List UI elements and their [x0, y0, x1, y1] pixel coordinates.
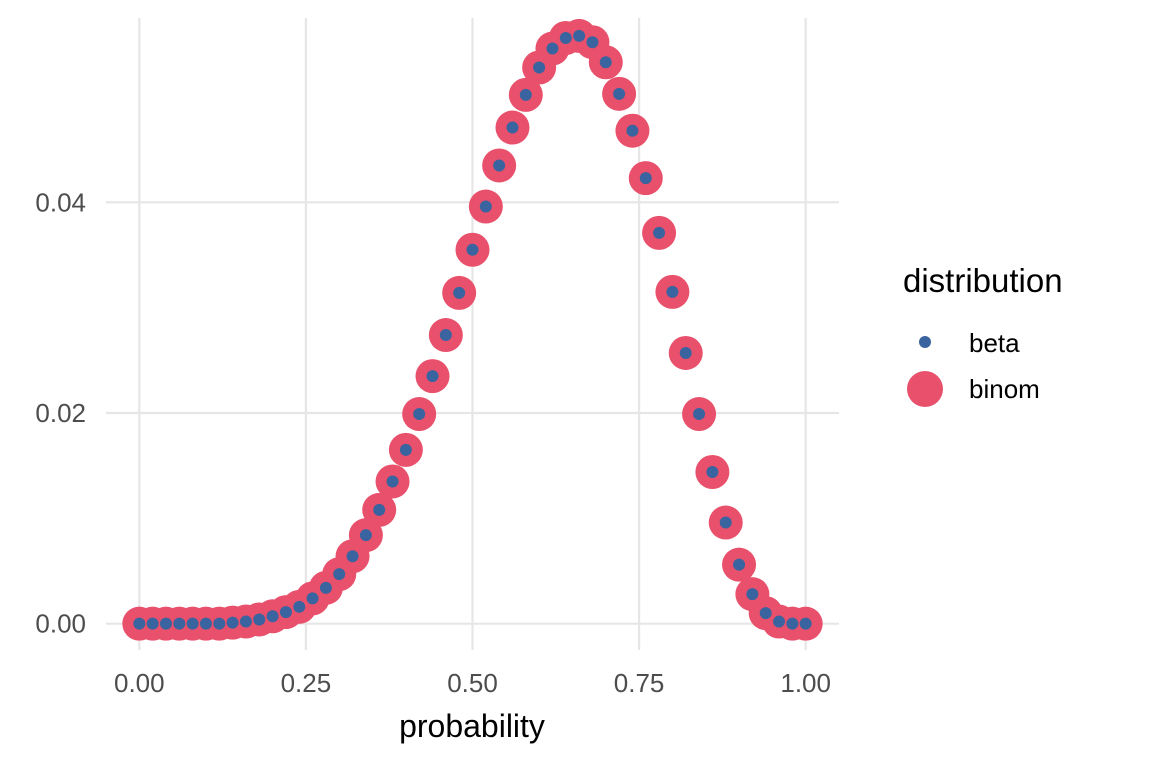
beta-point — [413, 408, 426, 421]
beta-point — [439, 329, 452, 342]
beta-point — [293, 600, 306, 613]
legend: distribution beta binom — [903, 262, 1063, 407]
beta-point — [759, 607, 772, 620]
beta-point — [719, 516, 732, 529]
beta-point — [239, 615, 252, 628]
x-tick-label: 0.25 — [281, 668, 332, 698]
beta-point — [133, 617, 146, 630]
beta-point — [533, 61, 546, 74]
beta-point — [346, 550, 359, 563]
x-axis-title: probability — [399, 708, 545, 744]
beta-point — [226, 616, 239, 629]
x-tick-label: 1.00 — [780, 668, 831, 698]
beta-point — [693, 408, 706, 421]
beta-point — [599, 56, 612, 69]
beta-point — [186, 617, 199, 630]
beta-point — [333, 568, 346, 581]
beta-point — [506, 121, 519, 134]
legend-key-beta — [919, 336, 931, 348]
beta-point — [399, 443, 412, 456]
y-axis-ticks: 0.00 0.02 0.04 — [35, 187, 86, 638]
beta-point — [746, 588, 759, 601]
legend-label-binom: binom — [969, 374, 1040, 404]
beta-point — [493, 159, 506, 172]
beta-point — [306, 592, 319, 605]
beta-point — [159, 617, 172, 630]
beta-point — [546, 42, 559, 55]
beta-point — [706, 465, 719, 478]
x-tick-label: 0.50 — [447, 668, 498, 698]
beta-point — [386, 475, 399, 488]
x-axis-ticks: 0.00 0.25 0.50 0.75 1.00 — [114, 668, 831, 698]
beta-point — [426, 370, 439, 383]
beta-point — [453, 286, 466, 299]
beta-point — [586, 36, 599, 49]
beta-point — [786, 617, 799, 630]
beta-point — [279, 606, 292, 619]
beta-point — [613, 87, 626, 100]
beta-point — [679, 346, 692, 359]
y-tick-label: 0.00 — [35, 609, 86, 639]
beta-series — [133, 29, 812, 630]
beta-point — [519, 88, 532, 101]
beta-point — [466, 243, 479, 256]
beta-point — [626, 124, 639, 137]
beta-point — [266, 610, 279, 623]
y-tick-label: 0.04 — [35, 187, 86, 217]
legend-key-binom — [907, 371, 943, 407]
x-tick-label: 0.75 — [614, 668, 665, 698]
beta-point — [773, 615, 786, 628]
beta-point — [146, 617, 159, 630]
beta-point — [319, 581, 332, 594]
y-tick-label: 0.02 — [35, 398, 86, 428]
beta-point — [173, 617, 186, 630]
beta-point — [573, 29, 586, 42]
binom-series — [122, 18, 823, 641]
beta-point — [653, 226, 666, 239]
beta-point — [639, 172, 652, 185]
beta-point — [559, 32, 572, 45]
beta-point — [373, 503, 386, 516]
beta-point — [799, 617, 812, 630]
beta-point — [199, 617, 212, 630]
beta-point — [253, 613, 266, 626]
beta-point — [359, 529, 372, 542]
beta-point — [213, 617, 226, 630]
beta-point — [666, 285, 679, 298]
beta-point — [733, 558, 746, 571]
beta-point — [479, 200, 492, 213]
x-tick-label: 0.00 — [114, 668, 165, 698]
legend-title: distribution — [903, 262, 1063, 299]
legend-label-beta: beta — [969, 328, 1020, 358]
